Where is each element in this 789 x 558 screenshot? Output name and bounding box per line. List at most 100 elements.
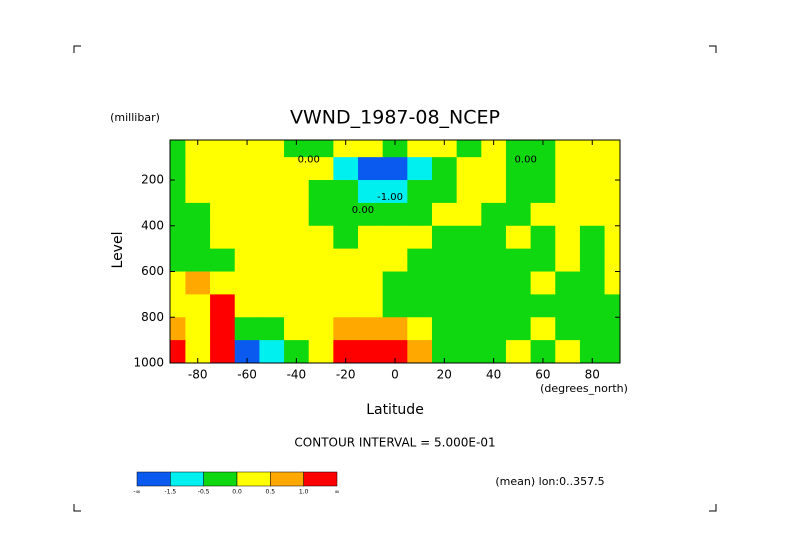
colorbar-swatch — [303, 471, 338, 487]
contour-cell — [284, 157, 310, 181]
contour-cell — [579, 225, 606, 250]
contour-cell — [185, 225, 211, 250]
contour-cell — [382, 294, 408, 318]
contour-cell — [456, 202, 482, 227]
contour-cell — [234, 271, 260, 295]
contour-cell — [382, 317, 408, 341]
contour-cell — [382, 225, 408, 250]
contour-cell — [407, 140, 433, 158]
colorbar-swatch — [203, 471, 238, 487]
contour-cell — [382, 180, 408, 204]
contour-cell — [555, 202, 581, 227]
contour-cell — [234, 294, 260, 318]
contour-cell — [505, 157, 532, 181]
contour-cell — [308, 225, 334, 250]
contour-cell — [481, 140, 507, 158]
contour-cell — [284, 271, 310, 295]
contour-cell — [185, 180, 211, 204]
contour-cell — [259, 317, 285, 341]
contour-cell — [333, 248, 359, 273]
contour-cell — [530, 248, 556, 273]
contour-cell — [604, 157, 620, 181]
x-tick-label: -60 — [237, 368, 257, 382]
contour-cell — [333, 180, 359, 204]
contour-cell — [170, 202, 186, 227]
subtitle: CONTOUR INTERVAL = 5.000E-01 — [294, 436, 495, 450]
contour-cell — [579, 140, 606, 158]
contour-cell — [431, 271, 458, 295]
contour-cell — [555, 294, 581, 318]
contour-cell — [456, 140, 482, 158]
y-tick-label: 200 — [141, 173, 164, 187]
contour-label: 0.00 — [515, 154, 537, 165]
contour-cell — [170, 157, 186, 181]
contour-cell — [284, 248, 310, 273]
contour-cell — [259, 157, 285, 181]
contour-cell — [259, 340, 285, 363]
contour-cell — [234, 225, 260, 250]
contour-cell — [333, 202, 359, 227]
contour-cell — [382, 271, 408, 295]
contour-cell — [456, 225, 482, 250]
contour-cell — [530, 202, 556, 227]
contour-cell — [210, 202, 236, 227]
contour-cell — [333, 157, 359, 181]
contour-cell — [456, 157, 482, 181]
contour-cell — [308, 317, 334, 341]
contour-cell — [358, 340, 384, 363]
contour-cell — [333, 317, 359, 341]
x-tick-label: -40 — [287, 368, 307, 382]
contour-cell — [530, 140, 556, 158]
colorbar-swatch — [170, 471, 204, 487]
contour-cell — [185, 271, 211, 295]
contour-cell — [170, 180, 186, 204]
contour-cell — [308, 271, 334, 295]
contour-cell — [259, 271, 285, 295]
contour-cell — [431, 294, 458, 318]
contour-cell — [555, 225, 581, 250]
contour-cell — [185, 317, 211, 341]
contour-cell — [431, 140, 458, 158]
y-axis-label: Level — [110, 232, 126, 269]
contour-cell — [579, 294, 606, 318]
contour-cell — [308, 202, 334, 227]
contour-cell — [308, 248, 334, 273]
contour-cell — [382, 248, 408, 273]
contour-cell — [170, 140, 186, 158]
contour-cell — [185, 340, 211, 363]
contour-cell — [333, 340, 359, 363]
contour-cell — [431, 180, 458, 204]
contour-cell — [481, 202, 507, 227]
contour-cell — [382, 140, 408, 158]
contour-cell — [284, 140, 310, 158]
contour-cell — [604, 271, 620, 295]
contour-cell — [259, 248, 285, 273]
x-tick-label: 80 — [585, 368, 600, 382]
contour-cell — [210, 340, 236, 363]
contour-cell — [555, 180, 581, 204]
contour-cell — [505, 294, 532, 318]
contour-cell — [481, 180, 507, 204]
contour-cell — [604, 180, 620, 204]
contour-cell — [259, 225, 285, 250]
y-tick-label: 600 — [141, 264, 164, 278]
chart-title: VWND_1987-08_NCEP — [290, 107, 500, 129]
contour-cell — [210, 157, 236, 181]
contour-cell — [407, 225, 433, 250]
contour-cell — [481, 248, 507, 273]
x-axis-label: Latitude — [366, 402, 424, 418]
contour-cell — [259, 294, 285, 318]
contour-cell — [604, 225, 620, 250]
contour-cell — [604, 294, 620, 318]
contour-field — [170, 140, 620, 363]
contour-cell — [555, 140, 581, 158]
contour-cell — [333, 271, 359, 295]
contour-cell — [284, 340, 310, 363]
contour-cell — [308, 140, 334, 158]
contour-cell — [431, 317, 458, 341]
contour-cell — [333, 294, 359, 318]
contour-cell — [431, 157, 458, 181]
contour-cell — [170, 294, 186, 318]
contour-cell — [555, 157, 581, 181]
